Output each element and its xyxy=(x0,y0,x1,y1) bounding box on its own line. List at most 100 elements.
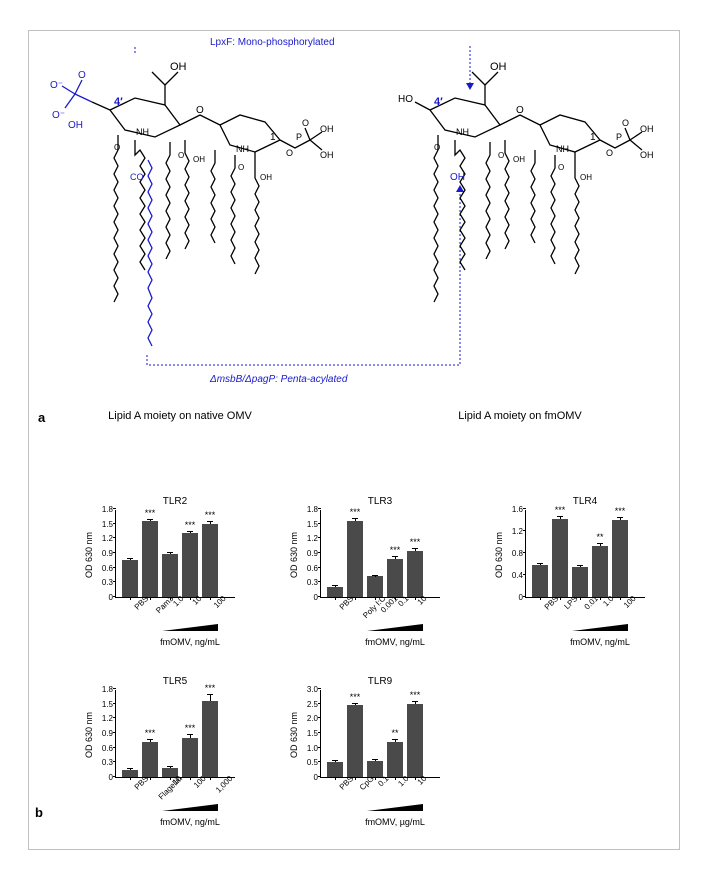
bar xyxy=(347,521,363,597)
bottom-annotation: ΔmsbB/ΔpagP: Penta-acylated xyxy=(210,374,347,385)
svg-text:OH: OH xyxy=(450,172,465,183)
bar xyxy=(592,546,608,597)
svg-text:NH: NH xyxy=(556,144,569,154)
x-tick-label: Pam3 xyxy=(154,594,175,615)
bar xyxy=(612,520,628,597)
sig-mark: *** xyxy=(140,728,160,738)
sig-mark: *** xyxy=(385,545,405,555)
panel-a-label: a xyxy=(38,410,45,425)
y-tick-label: 0.9 xyxy=(91,549,113,558)
sig-mark: *** xyxy=(180,520,200,530)
svg-text:OH: OH xyxy=(170,61,187,73)
svg-text:OH: OH xyxy=(320,150,334,160)
x-tick-label: 1,000 xyxy=(214,774,235,795)
bar xyxy=(202,701,218,777)
y-tick-label: 0.8 xyxy=(501,549,523,558)
bar xyxy=(367,576,383,597)
chart-title: TLR3 xyxy=(330,496,430,507)
y-tick-label: 0.9 xyxy=(296,549,318,558)
sig-mark: *** xyxy=(140,508,160,518)
sig-mark: *** xyxy=(405,690,425,700)
dose-wedge xyxy=(572,623,628,635)
svg-text:OH: OH xyxy=(193,155,205,164)
chart-tlr9: TLR9OD 630 nm00.51.01.52.02.53.0PBSCpG**… xyxy=(285,680,450,820)
plot-area: 00.30.60.91.21.51.8PBSPam3***1.010***100… xyxy=(115,510,235,598)
svg-text:O⁻: O⁻ xyxy=(52,110,65,121)
bar xyxy=(572,567,588,597)
y-tick-label: 0.6 xyxy=(91,744,113,753)
y-tick-label: 1.2 xyxy=(91,714,113,723)
dose-wedge xyxy=(367,803,423,815)
svg-text:O⁻: O⁻ xyxy=(50,80,63,91)
dose-wedge xyxy=(367,623,423,635)
y-tick-label: 0 xyxy=(91,593,113,602)
y-tick-label: 0.3 xyxy=(91,578,113,587)
svg-text:NH: NH xyxy=(236,144,249,154)
x-axis-label: fmOMV, µg/mL xyxy=(352,817,438,827)
panel-a: a LpxF: Mono-phosphorylated ΔmsbB/ΔpagP:… xyxy=(50,70,660,450)
svg-text:OH: OH xyxy=(513,155,525,164)
y-tick-label: 0.3 xyxy=(91,758,113,767)
left-caption: Lipid A moiety on native OMV xyxy=(80,410,280,422)
y-tick-label: 1.5 xyxy=(91,520,113,529)
y-tick-label: 0.6 xyxy=(91,564,113,573)
x-axis-label: fmOMV, ng/mL xyxy=(352,637,438,647)
svg-text:O: O xyxy=(434,143,440,152)
y-tick-label: 1.5 xyxy=(296,729,318,738)
plot-area: 00.40.81.21.6PBSLPS***0.011.0**100***fmO… xyxy=(525,510,645,598)
svg-text:O: O xyxy=(196,105,204,116)
sig-mark: *** xyxy=(610,506,630,516)
right-caption: Lipid A moiety on fmOMV xyxy=(420,410,620,422)
svg-text:O: O xyxy=(516,105,524,116)
chemical-structures: OH O 4′ O⁻ O⁻ O OH NH 1 NH P xyxy=(50,45,660,375)
plot-area: 00.51.01.52.02.53.0PBSCpG***0.11.0**10**… xyxy=(320,690,440,778)
y-tick-label: 1.2 xyxy=(296,534,318,543)
svg-text:1: 1 xyxy=(590,132,596,143)
svg-text:O: O xyxy=(498,151,504,160)
svg-text:NH: NH xyxy=(136,127,149,137)
svg-text:O: O xyxy=(606,148,613,158)
svg-text:OH: OH xyxy=(260,173,272,182)
svg-text:4′: 4′ xyxy=(114,96,123,108)
bar xyxy=(182,533,198,597)
x-axis-label: fmOMV, ng/mL xyxy=(147,817,233,827)
bar xyxy=(142,521,158,597)
y-tick-label: 0 xyxy=(296,593,318,602)
y-tick-label: 1.6 xyxy=(501,505,523,514)
chart-tlr2: TLR2OD 630 nm00.30.60.91.21.51.8PBSPam3*… xyxy=(80,500,245,640)
svg-text:O: O xyxy=(178,151,184,160)
y-tick-label: 1.8 xyxy=(91,505,113,514)
sig-mark: *** xyxy=(200,510,220,520)
y-tick-label: 1.2 xyxy=(91,534,113,543)
chart-tlr3: TLR3OD 630 nm00.30.60.91.21.51.8PBSPoly … xyxy=(285,500,450,640)
sig-mark: *** xyxy=(345,692,365,702)
svg-text:O: O xyxy=(238,163,244,172)
sig-mark: ** xyxy=(385,728,405,738)
bar xyxy=(122,560,138,597)
sig-mark: *** xyxy=(345,507,365,517)
bar xyxy=(387,742,403,777)
panel-b: b TLR2OD 630 nm00.30.60.91.21.51.8PBSPam… xyxy=(40,490,670,840)
svg-text:NH: NH xyxy=(456,127,469,137)
bar xyxy=(327,762,343,777)
svg-text:HO: HO xyxy=(398,94,413,105)
y-tick-label: 1.8 xyxy=(296,505,318,514)
svg-text:OH: OH xyxy=(640,124,654,134)
svg-text:1: 1 xyxy=(270,132,276,143)
svg-text:O: O xyxy=(114,143,120,152)
sig-mark: *** xyxy=(200,683,220,693)
chart-title: TLR9 xyxy=(330,676,430,687)
svg-text:OH: OH xyxy=(320,124,334,134)
bar xyxy=(387,559,403,597)
bar xyxy=(202,524,218,597)
y-tick-label: 0 xyxy=(91,773,113,782)
y-tick-label: 3.0 xyxy=(296,685,318,694)
y-tick-label: 1.8 xyxy=(91,685,113,694)
y-tick-label: 0.9 xyxy=(91,729,113,738)
chart-tlr4: TLR4OD 630 nm00.40.81.21.6PBSLPS***0.011… xyxy=(490,500,655,640)
svg-text:4′: 4′ xyxy=(434,96,443,108)
bar xyxy=(122,770,138,777)
sig-mark: *** xyxy=(550,505,570,515)
bar xyxy=(407,551,423,597)
y-tick-label: 0.4 xyxy=(501,571,523,580)
